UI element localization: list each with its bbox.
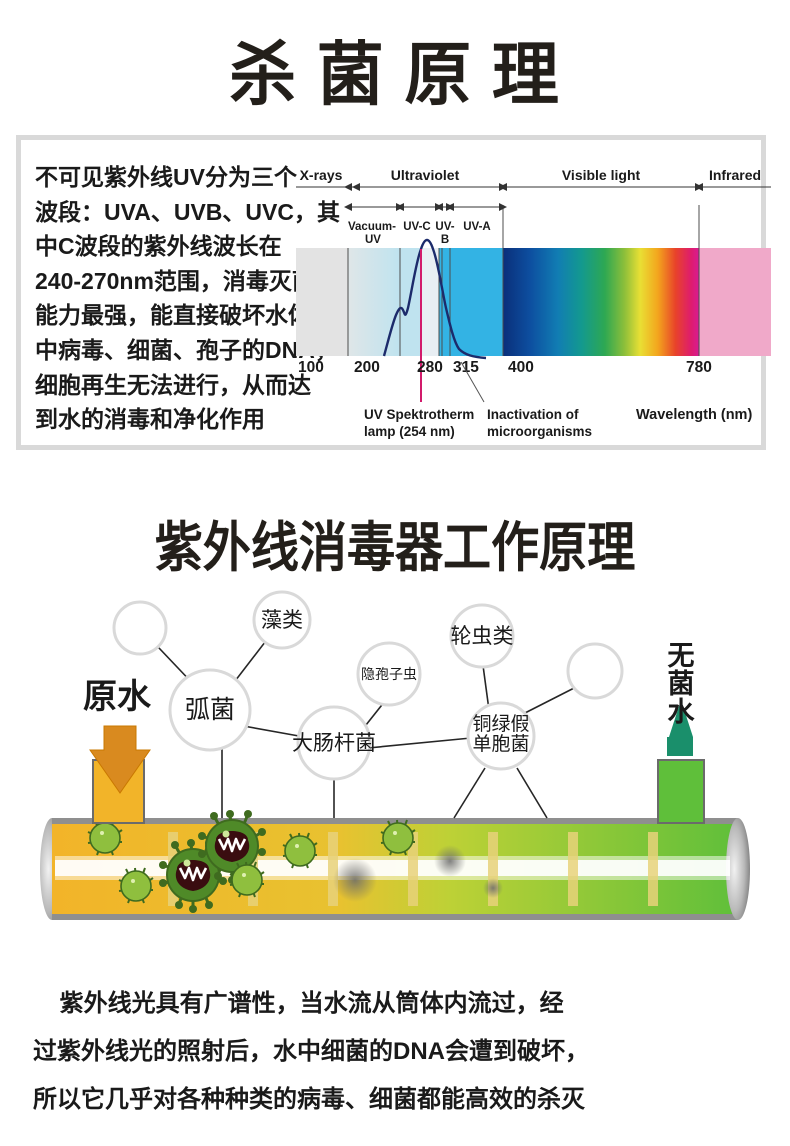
svg-text:隐孢子虫: 隐孢子虫 bbox=[361, 667, 417, 683]
svg-text:大肠杆菌: 大肠杆菌 bbox=[292, 731, 376, 755]
svg-text:菌: 菌 bbox=[668, 669, 695, 699]
svg-text:铜绿假: 铜绿假 bbox=[472, 713, 529, 735]
svg-text:水: 水 bbox=[668, 697, 696, 727]
svg-text:单胞菌: 单胞菌 bbox=[472, 733, 529, 755]
svg-text:藻类: 藻类 bbox=[261, 608, 303, 632]
svg-text:原水: 原水 bbox=[83, 678, 152, 716]
svg-text:无: 无 bbox=[668, 641, 695, 671]
svg-text:弧菌: 弧菌 bbox=[185, 696, 235, 724]
svg-text:轮虫类: 轮虫类 bbox=[451, 624, 514, 648]
